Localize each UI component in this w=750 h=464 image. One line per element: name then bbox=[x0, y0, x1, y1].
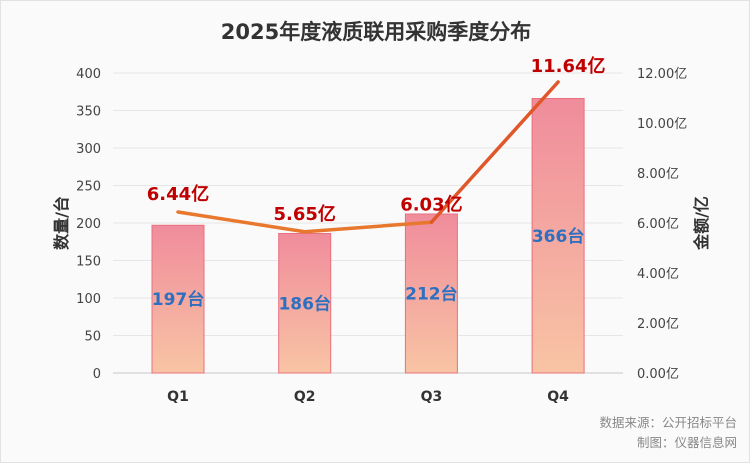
bar-data-label: 186台 bbox=[278, 293, 331, 314]
y-tick-label: 0 bbox=[93, 367, 101, 382]
line-data-label: 11.64亿 bbox=[531, 55, 606, 77]
bar-data-label: 197台 bbox=[152, 289, 205, 310]
line-data-label: 6.44亿 bbox=[147, 183, 209, 205]
x-tick-label: Q4 bbox=[547, 389, 569, 405]
y-tick-label: 250 bbox=[76, 180, 101, 195]
y2-tick-label: 12.00亿 bbox=[637, 67, 687, 82]
y-tick-label: 400 bbox=[76, 67, 101, 82]
y2-axis-label: 金额/亿 bbox=[692, 196, 711, 251]
x-tick-label: Q3 bbox=[421, 389, 443, 405]
line-segment bbox=[429, 80, 560, 224]
x-tick-label: Q2 bbox=[294, 389, 316, 405]
line-data-label: 6.03亿 bbox=[400, 193, 462, 215]
bar bbox=[151, 224, 205, 374]
y2-tick-label: 2.00亿 bbox=[637, 317, 679, 332]
y2-tick-label: 8.00亿 bbox=[637, 167, 679, 182]
line-segment bbox=[302, 220, 434, 234]
y-tick-label: 100 bbox=[76, 292, 101, 307]
y-tick-label: 350 bbox=[76, 105, 101, 120]
y-tick-label: 50 bbox=[84, 330, 101, 345]
bar bbox=[531, 98, 585, 374]
line-segment bbox=[176, 210, 307, 234]
chart-title: 2025年度液质联用采购季度分布 bbox=[221, 20, 531, 44]
y2-tick-label: 0.00亿 bbox=[637, 367, 679, 382]
line-data-label: 5.65亿 bbox=[273, 203, 335, 225]
x-tick-label: Q1 bbox=[167, 389, 189, 405]
source-note: 数据来源：公开招标平台 bbox=[599, 415, 737, 430]
y-tick-label: 200 bbox=[76, 217, 101, 232]
y2-tick-label: 10.00亿 bbox=[637, 117, 687, 132]
bar-data-label: 366台 bbox=[532, 226, 585, 247]
y2-tick-label: 4.00亿 bbox=[637, 267, 679, 282]
y-tick-label: 300 bbox=[76, 142, 101, 157]
maker-note: 制图：仪器信息网 bbox=[637, 435, 737, 450]
y2-tick-label: 6.00亿 bbox=[637, 217, 679, 232]
bar bbox=[404, 213, 458, 374]
y-tick-label: 150 bbox=[76, 255, 101, 270]
y-axis-label: 数量/台 bbox=[52, 196, 71, 250]
bar-data-label: 212台 bbox=[405, 284, 458, 305]
bar bbox=[278, 233, 332, 374]
